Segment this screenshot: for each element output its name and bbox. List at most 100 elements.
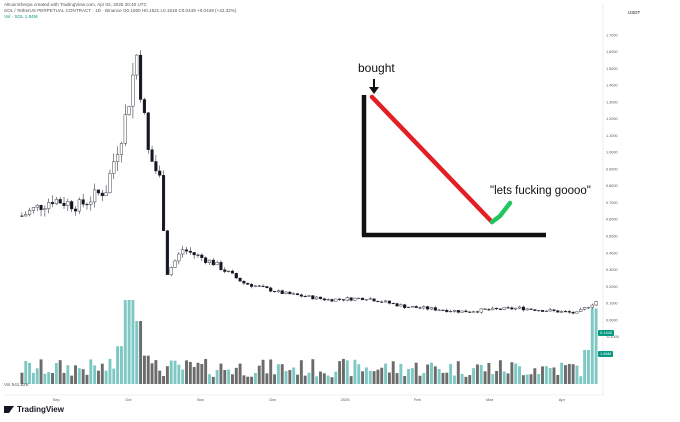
candle-body	[150, 149, 154, 162]
candle-body	[445, 309, 449, 312]
volume-bar	[119, 346, 123, 384]
candle-body	[345, 297, 349, 301]
candle-body	[28, 210, 32, 215]
volume-bar	[284, 371, 288, 384]
volume-bar	[529, 374, 533, 384]
candle-body	[142, 99, 146, 113]
volume-bar	[361, 371, 365, 384]
candle-body	[387, 300, 391, 304]
candle-body	[230, 270, 234, 274]
volume-bar	[47, 372, 51, 384]
candle-body	[452, 310, 456, 312]
volume-bar	[560, 362, 564, 384]
volume-bar	[311, 359, 315, 384]
candle-body	[192, 252, 196, 256]
candle-body	[100, 192, 104, 197]
header-symbol-info: SOL / TetherUS PERPETUAL CONTRACT · 1D ·…	[4, 8, 237, 13]
candle-body	[196, 254, 200, 256]
volume-bar	[376, 369, 380, 384]
volume-bar	[430, 362, 433, 384]
candle-body	[429, 307, 434, 310]
volume-bar	[31, 372, 35, 384]
candle-body	[234, 273, 238, 279]
candle-body	[364, 299, 368, 301]
volume-bar	[181, 369, 185, 384]
candle-body	[173, 260, 177, 268]
candle-body	[418, 307, 422, 309]
volume-bar	[93, 365, 97, 384]
volume-bar	[426, 364, 430, 384]
volume-bar	[341, 358, 345, 384]
candle-body	[315, 296, 319, 300]
meme-lets-label: "lets fucking goooo"	[490, 185, 591, 197]
candle-body	[349, 297, 353, 301]
volume-bar	[479, 364, 483, 384]
candle-body	[502, 307, 506, 310]
price-tick-label: 0.3000	[606, 268, 618, 272]
price-tick-label: 1.7000	[606, 33, 618, 37]
volume-bar	[372, 371, 376, 384]
volume-bar	[169, 360, 173, 384]
down-arrow-head-icon	[369, 87, 379, 94]
volume-bar	[414, 362, 418, 384]
candle-body	[250, 284, 254, 287]
volume-bar	[541, 366, 544, 384]
volume-bar	[403, 376, 407, 384]
volume-bar	[227, 369, 231, 384]
candle-body	[456, 310, 460, 313]
volume-bar	[192, 367, 196, 384]
candle-body	[169, 267, 173, 275]
candle-body	[246, 282, 250, 285]
candle-body	[62, 202, 66, 206]
volume-bar	[100, 363, 104, 384]
candle-body	[73, 208, 78, 212]
price-tick-label: 1.0000	[606, 151, 618, 155]
candle-body	[127, 106, 131, 115]
volume-bar	[58, 360, 62, 384]
candle-body	[491, 307, 495, 311]
candle-body	[590, 304, 594, 308]
volume-bar	[387, 372, 391, 384]
volume-bar	[139, 321, 143, 384]
volume-bar	[177, 364, 181, 384]
volume-bar	[276, 364, 280, 384]
candle-body	[533, 309, 537, 311]
volume-bar	[219, 363, 223, 384]
candle-body	[35, 204, 39, 208]
time-tick-label: Apr	[559, 397, 566, 402]
candle-body	[204, 257, 208, 263]
time-tick-label: Mar	[486, 397, 494, 402]
volume-bar	[273, 374, 277, 384]
candle-body	[280, 290, 284, 294]
volume-bar	[288, 370, 292, 384]
volume-bar	[142, 355, 146, 384]
candle-body	[433, 307, 437, 311]
candle-body	[380, 301, 384, 303]
last-volume-tag: 1.84M	[598, 351, 614, 357]
tradingview-logo[interactable]: TradingView	[4, 405, 64, 414]
volume-bar	[518, 366, 521, 384]
volume-bar	[533, 368, 537, 384]
volume-bar	[85, 374, 89, 384]
price-tick-label: -0.1000	[606, 335, 619, 339]
price-tick-label: 0.9000	[606, 167, 618, 171]
volume-bar	[384, 363, 388, 384]
meme-green-rebound-line	[489, 200, 513, 225]
price-tick-label: 0.8000	[606, 184, 618, 188]
candle-body	[104, 192, 108, 197]
volume-bar	[116, 346, 120, 384]
candle-body	[295, 293, 300, 296]
volume-bar	[579, 376, 583, 384]
volume-bar	[586, 349, 590, 384]
candle-body	[154, 161, 158, 172]
candle-body	[207, 259, 212, 263]
volume-bar	[322, 373, 326, 384]
volume-bar	[24, 361, 28, 384]
candle-body	[58, 199, 62, 204]
volume-bar	[564, 365, 567, 384]
volume-bar	[51, 372, 54, 384]
volume-bar	[39, 359, 43, 384]
candle-body	[284, 291, 288, 294]
time-tick-label: 2025	[341, 397, 351, 402]
